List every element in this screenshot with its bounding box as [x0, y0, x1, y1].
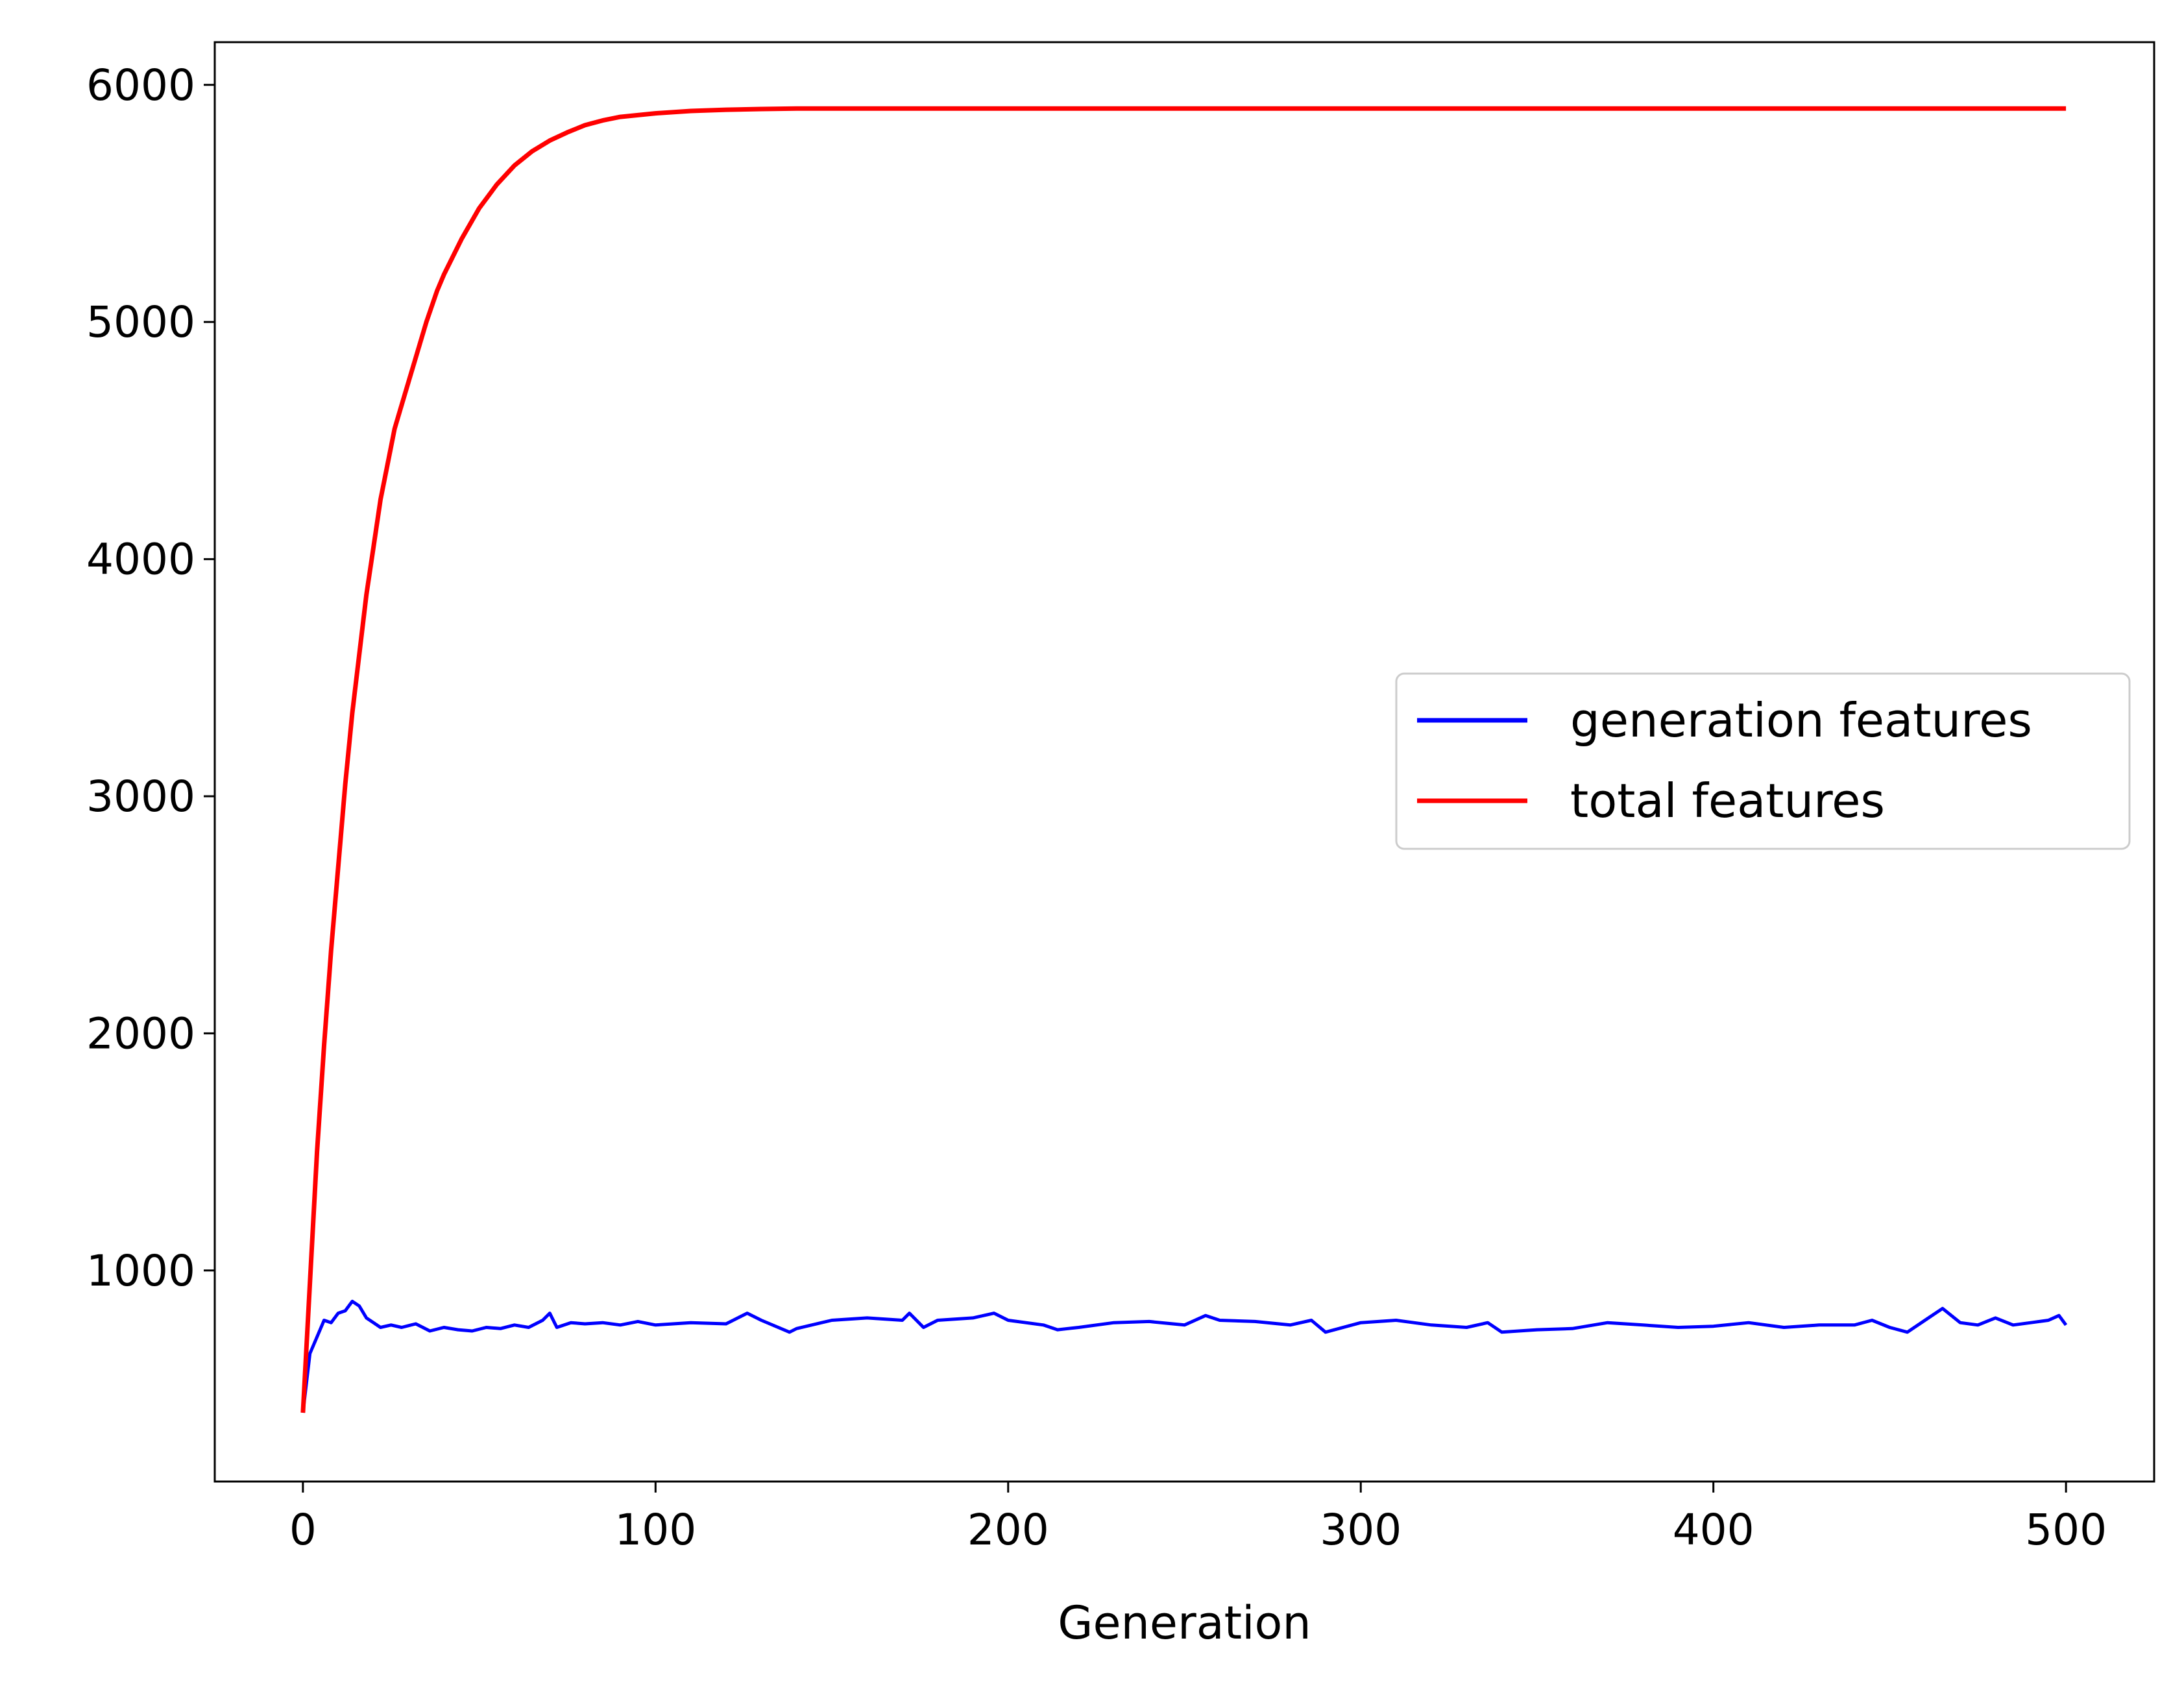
- x-tick-label: 200: [967, 1505, 1049, 1555]
- y-tick-label: 2000: [86, 1008, 195, 1058]
- legend: generation features total features: [1395, 672, 2131, 850]
- legend-label: total features: [1570, 774, 1885, 828]
- x-tick-label: 100: [614, 1505, 696, 1555]
- series-line-generation-features: [301, 1299, 2068, 1413]
- y-tick-label: 6000: [86, 60, 195, 110]
- series-line-total-features: [300, 106, 2067, 1413]
- y-tick-label: 1000: [86, 1246, 195, 1296]
- y-tick-label: 4000: [86, 535, 195, 585]
- legend-box: [1395, 672, 2131, 850]
- x-tick-label: 0: [289, 1505, 317, 1555]
- y-tick-label: 5000: [86, 297, 195, 347]
- y-tick-label: 3000: [86, 772, 195, 822]
- x-tick-label: 500: [2025, 1505, 2107, 1555]
- x-tick-label: 400: [1673, 1505, 1754, 1555]
- legend-label: generation features: [1570, 693, 2032, 748]
- plot-area-frame: [213, 41, 2155, 1483]
- x-tick-label: 300: [1320, 1505, 1401, 1555]
- x-axis-label: Generation: [1058, 1596, 1311, 1650]
